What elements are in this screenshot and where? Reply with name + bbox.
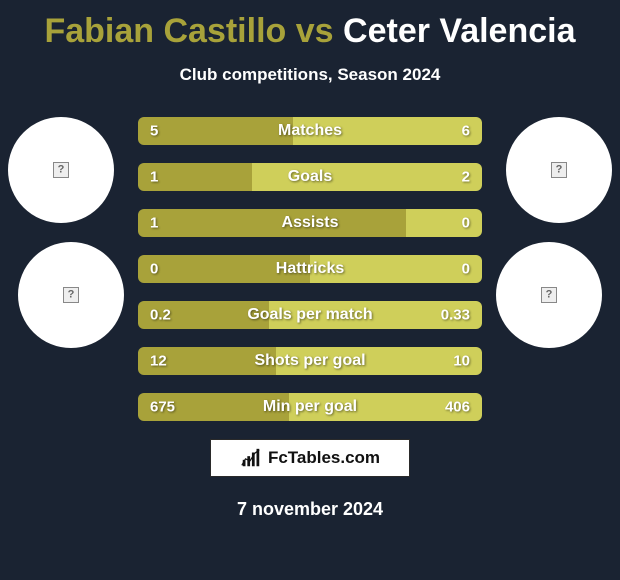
stat-label: Goals bbox=[288, 168, 332, 186]
logo-text: FcTables.com bbox=[268, 448, 380, 468]
stat-value-left: 1 bbox=[150, 215, 158, 232]
stat-label: Hattricks bbox=[276, 260, 344, 278]
stat-row: 12 10 Shots per goal bbox=[138, 347, 482, 375]
avatar-circle bbox=[506, 117, 612, 223]
broken-image-icon bbox=[53, 162, 69, 178]
stat-row: 0.2 0.33 Goals per match bbox=[138, 301, 482, 329]
stat-bar-right bbox=[406, 209, 482, 237]
stat-value-left: 1 bbox=[150, 169, 158, 186]
player2-name: Ceter Valencia bbox=[343, 12, 575, 50]
stat-value-left: 675 bbox=[150, 399, 175, 416]
player1-name: Fabian Castillo bbox=[44, 12, 286, 50]
stat-label: Matches bbox=[278, 122, 342, 140]
stat-label: Min per goal bbox=[263, 398, 357, 416]
stat-row: 1 0 Assists bbox=[138, 209, 482, 237]
avatar-circle bbox=[18, 242, 124, 348]
stat-value-right: 0 bbox=[462, 215, 470, 232]
subtitle: Club competitions, Season 2024 bbox=[0, 65, 620, 85]
stat-value-right: 0.33 bbox=[441, 307, 470, 324]
broken-image-icon bbox=[63, 287, 79, 303]
vs-separator: vs bbox=[296, 12, 334, 50]
date-text: 7 november 2024 bbox=[0, 499, 620, 520]
avatar-circle bbox=[8, 117, 114, 223]
stat-value-right: 406 bbox=[445, 399, 470, 416]
stat-row: 675 406 Min per goal bbox=[138, 393, 482, 421]
stat-bar-left bbox=[138, 209, 406, 237]
stat-row: 5 6 Matches bbox=[138, 117, 482, 145]
broken-image-icon bbox=[551, 162, 567, 178]
logo-box: FcTables.com bbox=[210, 439, 410, 477]
stat-bar-right bbox=[252, 163, 482, 191]
stat-bar-left bbox=[138, 117, 293, 145]
stat-label: Shots per goal bbox=[254, 352, 365, 370]
bar-chart-icon bbox=[240, 447, 262, 469]
stat-value-right: 0 bbox=[462, 261, 470, 278]
stat-row: 0 0 Hattricks bbox=[138, 255, 482, 283]
stat-value-right: 6 bbox=[462, 123, 470, 140]
stat-value-right: 2 bbox=[462, 169, 470, 186]
stat-label: Assists bbox=[282, 214, 339, 232]
stat-value-left: 0 bbox=[150, 261, 158, 278]
avatar-circle bbox=[496, 242, 602, 348]
broken-image-icon bbox=[541, 287, 557, 303]
stat-value-left: 12 bbox=[150, 353, 167, 370]
stat-value-left: 5 bbox=[150, 123, 158, 140]
stat-row: 1 2 Goals bbox=[138, 163, 482, 191]
stat-value-right: 10 bbox=[453, 353, 470, 370]
page-title: Fabian Castillo vs Ceter Valencia bbox=[0, 0, 620, 51]
stat-bars: 56Matches12Goals10Assists00Hattricks0.20… bbox=[138, 117, 482, 421]
stat-label: Goals per match bbox=[247, 306, 372, 324]
comparison-content: 56Matches12Goals10Assists00Hattricks0.20… bbox=[0, 117, 620, 421]
stat-value-left: 0.2 bbox=[150, 307, 171, 324]
